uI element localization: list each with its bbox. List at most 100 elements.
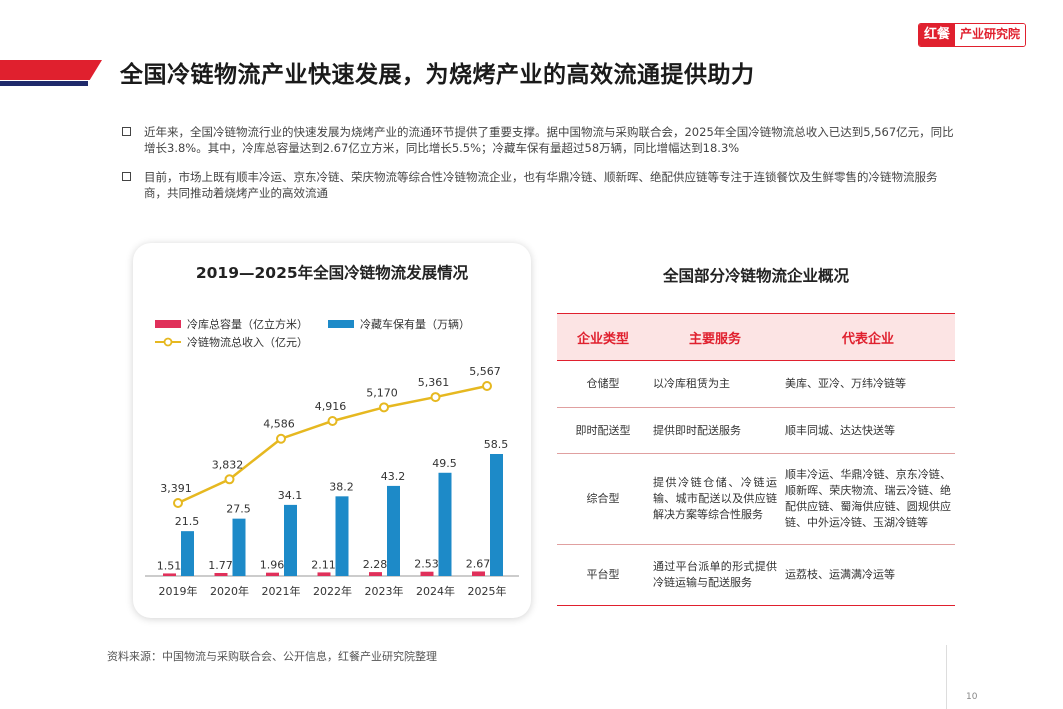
legend-swatch bbox=[328, 320, 354, 328]
bar-reefer-trucks bbox=[284, 504, 297, 576]
data-label-reefer-trucks: 58.5 bbox=[484, 438, 509, 451]
data-label-revenue: 5,567 bbox=[469, 365, 501, 378]
chart-plot: 1.51 21.5 2019年 1.77 27.5 2020年 1.96 34.1 2021年 2… bbox=[145, 365, 519, 598]
data-label-revenue: 4,916 bbox=[315, 400, 347, 413]
page-number: 10 bbox=[966, 692, 978, 702]
legend-label: 冷链物流总收入（亿元） bbox=[187, 336, 308, 349]
brand-logo: 红餐 产业研究院 bbox=[918, 23, 1027, 47]
table-header-cell: 代表企业 bbox=[781, 313, 955, 361]
data-label-reefer-trucks: 27.5 bbox=[226, 503, 251, 516]
data-label-revenue: 5,361 bbox=[418, 376, 450, 389]
table-header-row: 企业类型 主要服务 代表企业 bbox=[557, 313, 955, 361]
data-label-revenue: 3,832 bbox=[212, 458, 244, 471]
cell-type: 平台型 bbox=[557, 544, 649, 606]
enterprise-table: 企业类型 主要服务 代表企业 仓储型 以冷库租赁为主 美库、亚冷、万纬冷链等 即… bbox=[557, 313, 955, 606]
table-header-cell: 主要服务 bbox=[649, 313, 781, 361]
data-label-revenue: 3,391 bbox=[160, 482, 192, 495]
bar-cold-storage bbox=[214, 572, 228, 576]
point-revenue bbox=[379, 402, 389, 413]
data-label-reefer-trucks: 38.2 bbox=[329, 480, 354, 493]
bar-reefer-trucks bbox=[438, 472, 452, 576]
x-tick-label: 2024年 bbox=[416, 584, 455, 598]
x-tick-label: 2021年 bbox=[262, 584, 301, 598]
cell-enterprises: 顺丰冷运、华鼎冷链、京东冷链、顺新晖、荣庆物流、瑞云冷链、绝配供应链、蜀海供应链… bbox=[781, 453, 955, 545]
data-label-cold-storage: 2.67 bbox=[466, 557, 491, 570]
summary-bullets: 近年来，全国冷链物流行业的快速发展为烧烤产业的流通环节提供了重要支撑。据中国物流… bbox=[122, 124, 957, 214]
cell-service: 以冷库租赁为主 bbox=[649, 360, 781, 408]
table-row: 仓储型 以冷库租赁为主 美库、亚冷、万纬冷链等 bbox=[557, 360, 955, 408]
header-red-stripe bbox=[0, 60, 102, 80]
header-navy-stripe bbox=[0, 81, 88, 86]
x-tick-label: 2019年 bbox=[159, 584, 198, 598]
bar-reefer-trucks bbox=[387, 485, 400, 576]
cell-type: 综合型 bbox=[557, 453, 649, 545]
x-tick-label: 2022年 bbox=[313, 584, 352, 598]
bar-reefer-trucks bbox=[335, 496, 349, 576]
point-revenue bbox=[173, 498, 183, 508]
legend-swatch bbox=[155, 320, 181, 328]
data-label-revenue: 5,170 bbox=[366, 386, 398, 399]
table-header-cell: 企业类型 bbox=[557, 313, 649, 361]
x-tick-label: 2020年 bbox=[210, 584, 249, 598]
data-label-cold-storage: 2.53 bbox=[414, 558, 439, 571]
source-note: 资料来源：中国物流与采购联合会、公开信息，红餐产业研究院整理 bbox=[107, 650, 437, 663]
cell-type: 即时配送型 bbox=[557, 407, 649, 454]
bar-cold-storage bbox=[369, 572, 382, 576]
legend-line-swatch bbox=[155, 337, 181, 347]
x-tick-label: 2023年 bbox=[365, 584, 404, 598]
square-bullet-icon bbox=[122, 172, 131, 181]
bullet-text: 目前，市场上既有顺丰冷运、京东冷链、荣庆物流等综合性冷链物流企业，也有华鼎冷链、… bbox=[144, 170, 938, 200]
legend-label: 冷库总容量（亿立方米） bbox=[187, 318, 308, 331]
data-label-reefer-trucks: 34.1 bbox=[278, 489, 303, 502]
page-title: 全国冷链物流产业快速发展，为烧烤产业的高效流通提供助力 bbox=[120, 62, 755, 88]
legend-item: 冷链物流总收入（亿元） bbox=[155, 334, 308, 350]
bar-cold-storage bbox=[266, 572, 279, 576]
header-accent-bar bbox=[0, 60, 102, 86]
bar-reefer-trucks bbox=[490, 454, 503, 576]
bar-reefer-trucks bbox=[181, 531, 194, 576]
chart-title: 2019—2025年全国冷链物流发展情况 bbox=[195, 264, 469, 282]
point-revenue bbox=[430, 392, 441, 403]
bullet-item: 近年来，全国冷链物流行业的快速发展为烧烤产业的流通环节提供了重要支撑。据中国物流… bbox=[122, 124, 957, 156]
cell-enterprises: 美库、亚冷、万纬冷链等 bbox=[781, 360, 955, 408]
bullet-item: 目前，市场上既有顺丰冷运、京东冷链、荣庆物流等综合性冷链物流企业，也有华鼎冷链、… bbox=[122, 169, 957, 201]
cell-enterprises: 运荔枝、运满满冷运等 bbox=[781, 544, 955, 606]
chart-card: 2019—2025年全国冷链物流发展情况 冷库总容量（亿立方米） 冷藏车保有量（… bbox=[133, 243, 531, 618]
cell-service: 提供冷链仓储、冷链运输、城市配送以及供应链解决方案等综合性服务 bbox=[649, 453, 781, 545]
legend-item: 冷藏车保有量（万辆） bbox=[328, 316, 470, 332]
footer-divider bbox=[946, 645, 947, 709]
brand-name: 产业研究院 bbox=[955, 24, 1026, 46]
bullet-text: 近年来，全国冷链物流行业的快速发展为烧烤产业的流通环节提供了重要支撑。据中国物流… bbox=[144, 125, 954, 155]
data-label-cold-storage: 1.77 bbox=[208, 559, 233, 572]
point-revenue bbox=[327, 416, 338, 427]
legend-label: 冷藏车保有量（万辆） bbox=[360, 318, 470, 331]
cell-enterprises: 顺丰同城、达达快送等 bbox=[781, 407, 955, 454]
table-title: 全国部分冷链物流企业概况 bbox=[662, 267, 849, 285]
legend-item: 冷库总容量（亿立方米） bbox=[155, 316, 308, 332]
data-label-reefer-trucks: 49.5 bbox=[432, 457, 457, 470]
point-revenue bbox=[224, 474, 235, 485]
data-label-cold-storage: 1.51 bbox=[157, 559, 182, 572]
bar-cold-storage bbox=[163, 573, 176, 576]
cell-service: 通过平台派单的形式提供冷链运输与配送服务 bbox=[649, 544, 781, 606]
data-label-cold-storage: 1.96 bbox=[260, 559, 285, 572]
bar-cold-storage bbox=[420, 571, 434, 576]
data-label-revenue: 4,586 bbox=[263, 418, 295, 431]
data-label-reefer-trucks: 21.5 bbox=[175, 515, 200, 528]
x-tick-label: 2025年 bbox=[468, 584, 507, 598]
point-revenue bbox=[482, 381, 492, 391]
bar-cold-storage bbox=[472, 571, 485, 576]
data-label-reefer-trucks: 43.2 bbox=[381, 470, 406, 483]
table-row: 综合型 提供冷链仓储、冷链运输、城市配送以及供应链解决方案等综合性服务 顺丰冷运… bbox=[557, 453, 955, 545]
data-label-cold-storage: 2.11 bbox=[311, 558, 336, 571]
square-bullet-icon bbox=[122, 127, 131, 136]
cell-type: 仓储型 bbox=[557, 360, 649, 408]
chart-legend: 冷库总容量（亿立方米） 冷藏车保有量（万辆） 冷链物流总收入（亿元） bbox=[155, 315, 490, 351]
point-revenue bbox=[276, 433, 286, 444]
data-label-cold-storage: 2.28 bbox=[363, 558, 388, 571]
table-row: 平台型 通过平台派单的形式提供冷链运输与配送服务 运荔枝、运满满冷运等 bbox=[557, 544, 955, 606]
cell-service: 提供即时配送服务 bbox=[649, 407, 781, 454]
bar-cold-storage bbox=[317, 572, 331, 576]
table-row: 即时配送型 提供即时配送服务 顺丰同城、达达快送等 bbox=[557, 407, 955, 454]
bar-reefer-trucks bbox=[232, 518, 246, 576]
